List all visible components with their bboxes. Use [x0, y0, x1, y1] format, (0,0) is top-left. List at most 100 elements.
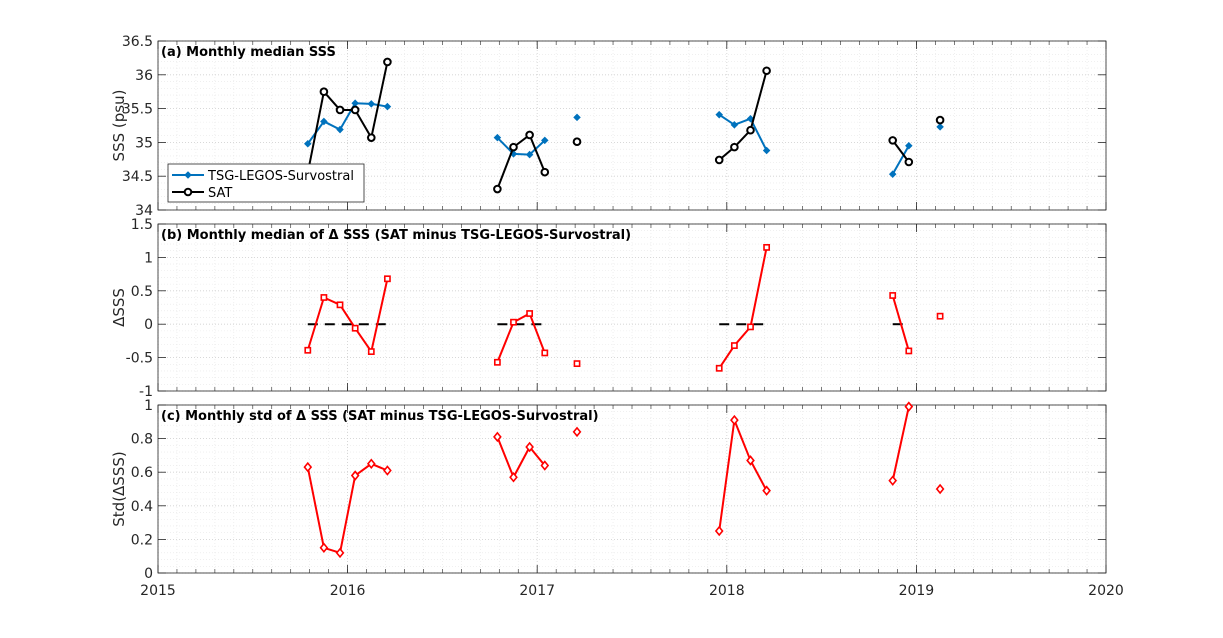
data-point [714, 155, 724, 165]
series-line [718, 419, 768, 532]
data-point [351, 324, 359, 332]
series-line [496, 136, 546, 156]
data-point [319, 542, 329, 554]
data-point [320, 294, 328, 301]
data-point [715, 364, 723, 372]
data-point [730, 142, 739, 152]
data-point [383, 102, 392, 111]
data-point [525, 441, 534, 453]
y-tick-labels: 34 34.5 35 35.5 36 36.5 [122, 34, 153, 219]
data-point [335, 547, 345, 559]
panel-b: -1 -0.5 0 0.5 1 1.5 ΔSSS (b) Monthly median of … [110, 217, 1107, 400]
data-point [367, 100, 376, 108]
series-line [891, 139, 910, 163]
data-point [540, 167, 550, 177]
ticks [157, 223, 1107, 392]
series-sat [306, 57, 945, 194]
data-point [525, 130, 534, 140]
legend-entry: SAT [208, 186, 232, 201]
data-point [383, 465, 392, 476]
series-red-0 [303, 401, 945, 559]
series-line [496, 133, 546, 190]
data-point [384, 275, 391, 283]
panel-c: 0 0.2 0.4 0.6 0.8 1 2015 2016 2017 2018 2019 2020 St… [110, 398, 1124, 599]
y-tick-label: 35 [135, 135, 153, 151]
data-point [366, 458, 376, 470]
y-axis-label: Std(ΔSSS) [110, 451, 128, 526]
legend-entry: TSG-LEGOS-Survostral [207, 169, 354, 184]
data-point [573, 360, 581, 368]
data-point [304, 346, 312, 354]
series-line [306, 91, 325, 174]
data-point [730, 342, 738, 349]
y-tick-label: 0.5 [131, 284, 153, 300]
x-tick-label: 2020 [1088, 583, 1124, 599]
series-line [891, 295, 910, 352]
y-tick-label: 1.5 [131, 217, 153, 233]
series-tsg-legos-survostral [304, 99, 944, 178]
data-point [183, 187, 193, 197]
series-line [496, 312, 546, 363]
data-point [936, 123, 944, 131]
data-point [730, 414, 739, 426]
series-line [891, 145, 910, 175]
data-point [905, 347, 913, 355]
y-tick-label: 34 [135, 203, 153, 219]
data-point [184, 171, 192, 179]
data-point [762, 485, 771, 496]
x-tick-label: 2016 [330, 583, 366, 599]
data-point [526, 310, 534, 317]
data-point [367, 348, 375, 355]
grid [157, 223, 1107, 392]
x-tick-label: 2015 [140, 583, 176, 599]
legend: TSG-LEGOS-Survostral SAT [167, 163, 365, 203]
y-tick-label: 0.8 [131, 432, 153, 448]
y-tick-label: 1 [144, 250, 153, 266]
data-point [714, 525, 724, 537]
y-axis-label: ΔSSS [110, 288, 128, 327]
panel-title: (b) Monthly median of Δ SSS (SAT minus T… [161, 228, 631, 243]
x-tick-label: 2018 [709, 583, 745, 599]
series-line [891, 406, 910, 481]
data-point [762, 66, 771, 76]
data-point [572, 137, 582, 147]
data-point [350, 470, 360, 481]
data-point [888, 136, 898, 145]
data-point [493, 358, 501, 366]
data-point [762, 146, 771, 155]
data-point [936, 312, 944, 320]
y-axis-label: SSS (psu) [110, 90, 128, 162]
data-point [336, 125, 344, 134]
data-point [335, 105, 345, 115]
series-line [306, 278, 389, 353]
y-tick-label: 0.4 [131, 499, 153, 515]
panel-title: (c) Monthly std of Δ SSS (SAT minus TSG-… [161, 409, 599, 424]
data-point [888, 170, 897, 178]
data-point [510, 318, 517, 326]
data-point [747, 323, 754, 331]
y-tick-labels: -1 -0.5 0 0.5 1 1.5 [126, 217, 153, 400]
data-point [905, 142, 913, 150]
data-point [320, 117, 328, 126]
series-line [718, 247, 768, 369]
data-point [746, 114, 755, 123]
y-tick-label: 0 [144, 566, 153, 582]
data-point [304, 139, 312, 148]
series-line [718, 113, 768, 151]
data-point [319, 87, 329, 96]
data-point [509, 142, 518, 152]
data-point [367, 133, 376, 142]
data-point [904, 401, 914, 412]
y-tick-label: 0 [144, 317, 153, 333]
data-point [746, 455, 755, 466]
x-tick-label: 2019 [899, 583, 935, 599]
x-tick-labels: 2015 2016 2017 2018 2019 2020 [140, 583, 1124, 599]
data-point [573, 113, 581, 122]
y-tick-label: 0.2 [131, 532, 153, 548]
y-tick-label: 36.5 [122, 34, 153, 50]
panel-a: 34 34.5 35 35.5 36 36.5 SSS (psu) (a) Monthly m… [110, 34, 1107, 219]
ticks [157, 40, 1107, 211]
y-tick-label: 36 [135, 68, 153, 84]
data-point [336, 301, 344, 309]
